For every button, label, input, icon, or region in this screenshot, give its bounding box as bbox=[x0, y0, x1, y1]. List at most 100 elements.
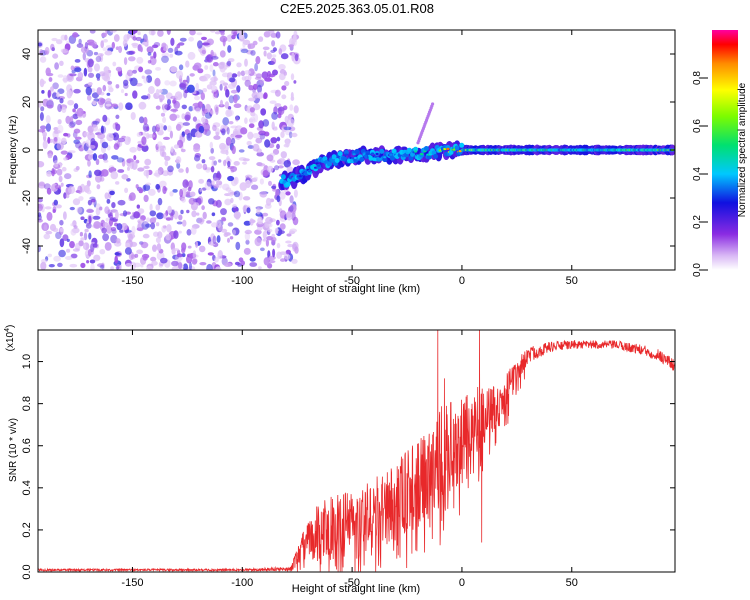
noise-blob bbox=[83, 143, 89, 152]
noise-blob bbox=[271, 40, 276, 47]
noise-blob bbox=[86, 208, 94, 213]
noise-blob bbox=[285, 191, 291, 196]
noise-blob bbox=[231, 73, 238, 78]
noise-blob bbox=[88, 144, 96, 149]
noise-blob bbox=[52, 155, 58, 164]
noise-blob bbox=[235, 241, 241, 251]
noise-blob bbox=[202, 88, 208, 93]
noise-blob bbox=[74, 59, 81, 63]
noise-blob bbox=[126, 178, 131, 182]
noise-blob bbox=[189, 191, 196, 197]
noise-blob bbox=[243, 220, 251, 226]
noise-blob bbox=[140, 241, 149, 249]
noise-blob bbox=[214, 93, 218, 99]
noise-blob bbox=[121, 158, 126, 167]
noise-blob bbox=[251, 177, 258, 182]
noise-blob bbox=[106, 45, 112, 49]
noise-blob bbox=[146, 217, 151, 223]
noise-blob bbox=[112, 132, 120, 141]
noise-blob bbox=[115, 181, 120, 185]
noise-blob bbox=[208, 241, 216, 246]
noise-blob bbox=[115, 114, 120, 120]
track-core bbox=[307, 170, 312, 173]
noise-blob bbox=[144, 69, 153, 75]
noise-blob bbox=[220, 208, 227, 216]
noise-blob bbox=[259, 79, 265, 84]
noise-blob bbox=[278, 165, 284, 169]
noise-blob bbox=[271, 54, 277, 58]
noise-blob bbox=[223, 159, 227, 167]
noise-blob bbox=[99, 206, 103, 211]
noise-blob bbox=[63, 132, 69, 137]
noise-blob bbox=[111, 103, 118, 108]
noise-blob bbox=[248, 85, 254, 91]
noise-blob bbox=[130, 261, 137, 270]
noise-blob bbox=[239, 182, 248, 191]
noise-blob bbox=[57, 74, 64, 78]
noise-blob bbox=[57, 96, 65, 100]
noise-blob bbox=[235, 134, 243, 138]
noise-blob bbox=[88, 232, 92, 240]
noise-blob bbox=[83, 232, 88, 241]
noise-blob bbox=[154, 169, 161, 178]
noise-blob bbox=[93, 51, 99, 56]
noise-blob bbox=[250, 50, 256, 56]
noise-blob bbox=[230, 166, 238, 172]
noise-blob bbox=[216, 180, 223, 186]
noise-blob bbox=[150, 55, 154, 59]
noise-blob bbox=[292, 216, 299, 226]
noise-blob bbox=[86, 260, 90, 264]
noise-blob bbox=[249, 218, 254, 226]
noise-blob bbox=[137, 31, 141, 36]
noise-blob bbox=[213, 135, 221, 140]
noise-blob bbox=[271, 121, 275, 130]
noise-blob bbox=[95, 174, 102, 183]
noise-blob bbox=[188, 36, 195, 42]
noise-blob bbox=[97, 53, 104, 57]
noise-blob bbox=[195, 82, 199, 92]
track-core bbox=[352, 153, 356, 156]
noise-blob bbox=[58, 249, 66, 258]
noise-blob bbox=[133, 211, 141, 219]
noise-blob bbox=[292, 211, 296, 215]
noise-blob bbox=[121, 222, 128, 231]
spectrogram-xtick-label: 0 bbox=[459, 275, 465, 287]
noise-blob bbox=[109, 217, 115, 221]
noise-blob bbox=[203, 122, 210, 132]
noise-blob bbox=[262, 46, 270, 51]
track-core bbox=[355, 152, 359, 155]
noise-blob bbox=[137, 167, 145, 172]
noise-blob bbox=[100, 125, 104, 134]
noise-blob bbox=[280, 258, 286, 262]
noise-blob bbox=[124, 92, 128, 97]
noise-blob bbox=[146, 126, 150, 132]
noise-blob bbox=[70, 223, 74, 227]
noise-blob bbox=[114, 252, 120, 256]
noise-blob bbox=[109, 30, 117, 33]
noise-blob bbox=[189, 30, 196, 36]
noise-blob bbox=[241, 76, 247, 81]
noise-blob bbox=[86, 95, 92, 101]
noise-blob bbox=[80, 237, 85, 241]
noise-blob bbox=[62, 75, 68, 84]
noise-blob bbox=[238, 32, 245, 39]
noise-blob bbox=[233, 94, 238, 104]
noise-blob bbox=[53, 199, 58, 206]
noise-blob bbox=[178, 168, 184, 173]
noise-blob bbox=[249, 107, 255, 113]
noise-blob bbox=[61, 166, 67, 172]
noise-blob bbox=[262, 238, 267, 242]
noise-blob bbox=[279, 251, 287, 255]
noise-blob bbox=[157, 30, 164, 37]
noise-blob bbox=[251, 184, 259, 190]
noise-blob bbox=[139, 116, 145, 124]
noise-blob bbox=[232, 128, 239, 137]
noise-blob bbox=[280, 53, 289, 60]
noise-blob bbox=[116, 223, 123, 231]
noise-blob bbox=[208, 198, 215, 205]
noise-blob bbox=[105, 224, 113, 234]
noise-blob bbox=[286, 118, 295, 127]
noise-blob bbox=[171, 260, 179, 267]
noise-blob bbox=[83, 67, 88, 77]
noise-blob bbox=[199, 188, 203, 192]
